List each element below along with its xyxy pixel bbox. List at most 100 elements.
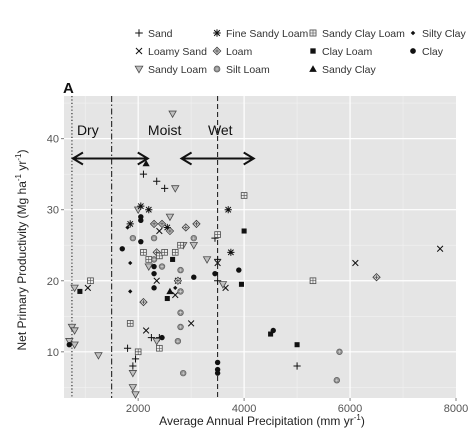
point-sandy-loam	[70, 341, 79, 350]
grid	[64, 96, 456, 398]
point-sand	[214, 255, 222, 264]
series-sandy-clay-loam	[87, 192, 317, 356]
legend-item-sand: Sand	[135, 28, 173, 40]
legend-key-clay	[410, 48, 416, 54]
point-clay-loam	[77, 288, 83, 294]
legend-label: Silty Clay	[422, 28, 467, 40]
point-silt-loam	[333, 377, 340, 384]
point-clay	[270, 327, 276, 334]
legend-key-loamy-sand	[135, 47, 143, 55]
point-sandy-loam	[165, 213, 175, 222]
legend-key-fine-sandy-loam	[213, 29, 221, 37]
series-silty-clay	[125, 225, 178, 294]
point-clay	[214, 370, 221, 376]
point-sand	[214, 277, 222, 285]
point-sandy-loam	[128, 370, 138, 378]
axis-ticks: 2000 4000 6000 8000 10 20 30 40	[47, 134, 468, 415]
point-silt-loam	[174, 337, 182, 345]
point-clay	[151, 285, 157, 291]
point-silty-clay	[125, 225, 130, 230]
x-tick-label: 2000	[126, 403, 150, 415]
x-tick-label: 4000	[232, 403, 256, 415]
point-sandy-clay-loam	[134, 348, 142, 356]
region-label-wet: Wet	[208, 122, 233, 138]
point-sandy-loam	[94, 352, 103, 360]
panel-label: A	[63, 80, 74, 97]
point-sandy-loam	[152, 338, 161, 346]
point-sandy-loam	[65, 338, 74, 346]
point-clay	[138, 238, 144, 245]
point-clay-loam	[294, 342, 300, 348]
region-label-moist: Moist	[148, 122, 182, 138]
point-loamy-sand	[84, 284, 92, 292]
point-sand	[147, 334, 156, 342]
y-tick-label: 10	[47, 347, 59, 359]
point-sandy-loam	[170, 185, 180, 193]
legend-label: Loam	[226, 46, 253, 58]
point-loam	[165, 226, 175, 236]
point-loamy-sand	[172, 291, 179, 299]
point-sandy-loam	[67, 323, 77, 332]
point-sand	[131, 355, 140, 363]
point-clay	[119, 246, 125, 252]
point-clay	[212, 270, 218, 277]
point-sandy-clay-loam	[126, 320, 134, 327]
point-sandy-loam	[144, 263, 154, 271]
point-sandy-clay-loam	[140, 249, 147, 256]
legend-item-silt-loam: Silt Loam	[213, 64, 270, 76]
point-sandy-loam	[168, 110, 177, 119]
double-arrow	[179, 151, 256, 166]
y-axis-title: Net Primary Productivity (Mg ha-1 yr-1)	[14, 150, 29, 351]
point-loamy-sand	[187, 320, 195, 327]
point-sandy-clay	[142, 159, 150, 167]
point-loamy-sand	[214, 259, 221, 267]
x-axis-title: Average Annual Precipitation (mm yr-1)	[159, 413, 365, 428]
legend-label: Sandy Clay	[322, 64, 376, 76]
point-clay	[191, 274, 197, 280]
point-silty-clay	[128, 260, 133, 266]
point-silt-loam	[177, 288, 184, 295]
point-sandy-loam	[70, 327, 79, 335]
legend-item-loamy-sand: Loamy Sand	[135, 46, 207, 58]
legend-item-silty-clay: Silty Clay	[410, 28, 467, 40]
point-loam	[173, 276, 183, 285]
legend-item-loam: Loam	[212, 46, 253, 58]
point-clay-loam	[241, 228, 247, 234]
point-fine-sandy-loam	[224, 206, 232, 214]
point-loamy-sand	[153, 277, 160, 284]
legend-key-sand	[135, 29, 143, 37]
point-silt-loam	[177, 323, 184, 331]
double-arrow	[71, 151, 150, 166]
point-sandy-clay-loam	[177, 241, 184, 249]
legend-key-silty-clay	[410, 30, 416, 36]
point-fine-sandy-loam	[227, 248, 235, 256]
legend-key-clay-loam	[310, 48, 316, 54]
point-fine-sandy-loam	[145, 206, 153, 214]
point-clay	[151, 270, 157, 277]
region-label-dry: Dry	[77, 122, 99, 138]
legend-label: Silt Loam	[226, 64, 270, 76]
point-silt-loam	[177, 309, 184, 316]
point-silt-loam	[129, 234, 137, 242]
point-sandy-loam	[128, 384, 138, 392]
point-loam	[372, 273, 381, 282]
legend-key-sandy-loam	[134, 65, 144, 74]
series-sand	[123, 170, 301, 370]
point-sandy-clay-loam	[171, 249, 179, 256]
point-clay	[214, 359, 221, 366]
legend-label: Sandy Clay Loam	[322, 28, 405, 40]
point-fine-sandy-loam	[163, 223, 171, 232]
series-sandy-loam	[65, 110, 228, 399]
point-sandy-clay-loam	[156, 344, 163, 352]
point-loam	[149, 219, 159, 229]
point-loam	[139, 297, 148, 307]
point-sandy-clay-loam	[145, 256, 153, 263]
point-clay-loam	[164, 295, 170, 302]
point-sandy-loam	[202, 256, 212, 264]
point-silt-loam	[150, 234, 158, 242]
point-sandy-loam	[133, 206, 143, 215]
legend-item-clay-loam: Clay Loam	[310, 46, 372, 58]
point-sandy-loam	[70, 284, 79, 293]
point-loamy-sand	[142, 327, 150, 334]
